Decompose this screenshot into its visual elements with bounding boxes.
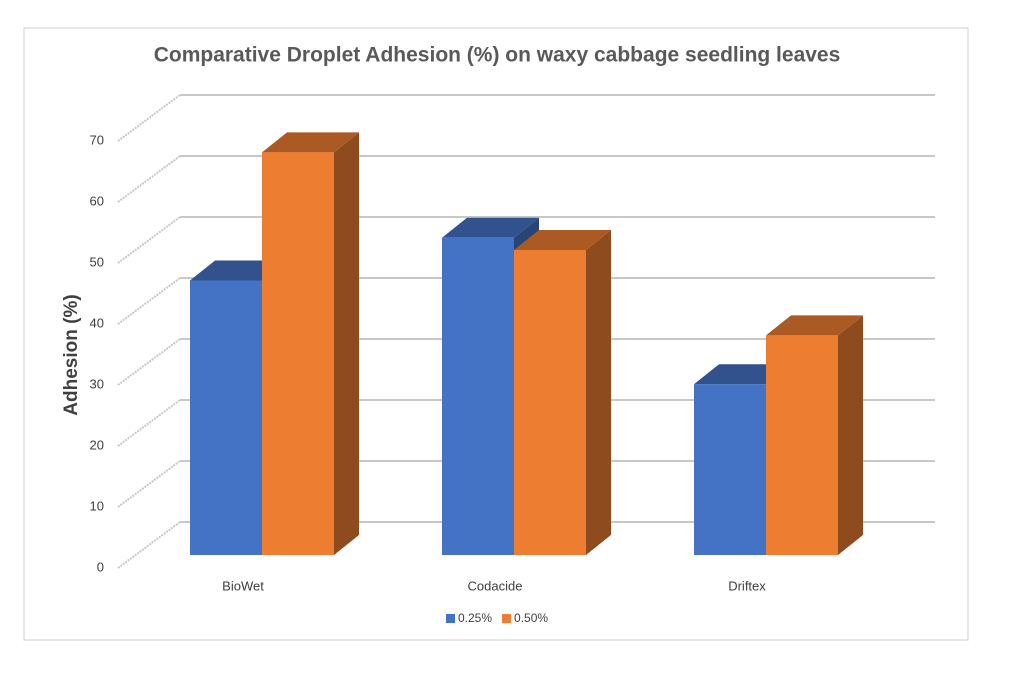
x-tick-label: BioWet <box>222 578 264 593</box>
bar-top <box>262 132 359 153</box>
legend-label: 0.25% <box>458 611 492 625</box>
bar-side <box>586 230 611 555</box>
grid-line <box>117 155 181 203</box>
y-axis-title: Adhesion (%) <box>61 294 82 415</box>
y-tick-label: 30 <box>90 376 104 391</box>
x-tick-label: Driftex <box>728 578 766 593</box>
bar-side <box>334 132 359 555</box>
bar-top <box>766 315 863 336</box>
y-tick-label: 20 <box>90 437 104 452</box>
y-tick-label: 40 <box>90 315 104 330</box>
bar <box>766 335 838 555</box>
grid-line <box>117 216 181 264</box>
legend-label: 0.50% <box>514 611 548 625</box>
y-tick-label: 0 <box>97 559 104 574</box>
bar <box>190 280 262 555</box>
y-tick-label: 10 <box>90 498 104 513</box>
y-tick-label: 70 <box>90 132 104 147</box>
bar <box>262 152 334 555</box>
bar <box>514 250 586 555</box>
legend-swatch <box>502 614 512 623</box>
bar <box>694 384 766 555</box>
grid-line <box>117 94 181 142</box>
bar-top <box>442 217 539 238</box>
x-tick-label: Codacide <box>468 578 523 593</box>
grid-line <box>117 521 181 569</box>
y-tick-label: 60 <box>90 193 104 208</box>
y-tick-label: 50 <box>90 254 104 269</box>
grid-line <box>117 460 181 508</box>
bar <box>442 237 514 556</box>
bar-side <box>838 315 863 555</box>
chart-title: Comparative Droplet Adhesion (%) on waxy… <box>154 44 841 67</box>
grid-line <box>117 338 181 386</box>
grid-line <box>117 277 181 325</box>
legend-swatch <box>446 614 455 623</box>
bar-top <box>514 230 611 250</box>
grid-line <box>117 399 181 447</box>
